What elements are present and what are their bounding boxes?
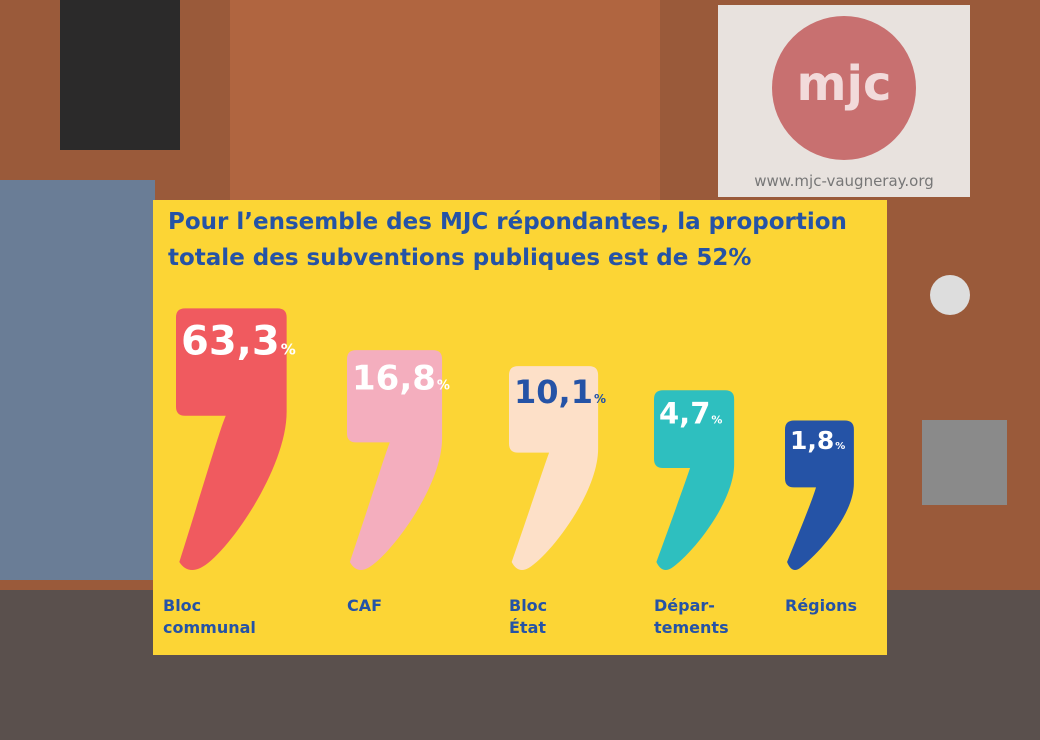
- value-unit: %: [594, 392, 606, 406]
- graffiti-wall: [0, 180, 155, 580]
- value-unit: %: [835, 441, 845, 452]
- logo-circle: [772, 16, 916, 160]
- value-label: 16,8: [352, 358, 436, 398]
- bars: 63,3 %16,8% 10,1% 4,7 %1,8%: [176, 308, 854, 570]
- category-label: Bloc communal: [163, 596, 256, 637]
- chart-title: Pour l’ensemble des MJC répondantes, la …: [168, 209, 847, 271]
- category-label: Dépar- tements: [654, 596, 729, 637]
- bar: [176, 308, 287, 570]
- logo-text: mjc: [797, 56, 892, 112]
- category-label: Bloc État: [509, 596, 548, 637]
- value-unit: %: [281, 340, 296, 358]
- value-label: 4,7: [659, 397, 710, 431]
- value-label: 10,1: [514, 373, 593, 411]
- wall-light: [230, 0, 660, 200]
- bar: [654, 390, 735, 570]
- window: [60, 0, 180, 150]
- value-label: 63,3: [181, 318, 280, 364]
- bar: [785, 420, 854, 570]
- value-label: 1,8: [790, 426, 834, 455]
- lamp: [930, 275, 970, 315]
- value-unit: %: [437, 378, 450, 393]
- sign-url: www.mjc-vaugneray.org: [754, 172, 934, 190]
- box: [922, 420, 1007, 505]
- bar: [347, 350, 443, 570]
- category-label: Régions: [785, 596, 858, 615]
- bar: [509, 366, 599, 570]
- category-label: CAF: [347, 596, 383, 615]
- value-unit: %: [711, 414, 722, 427]
